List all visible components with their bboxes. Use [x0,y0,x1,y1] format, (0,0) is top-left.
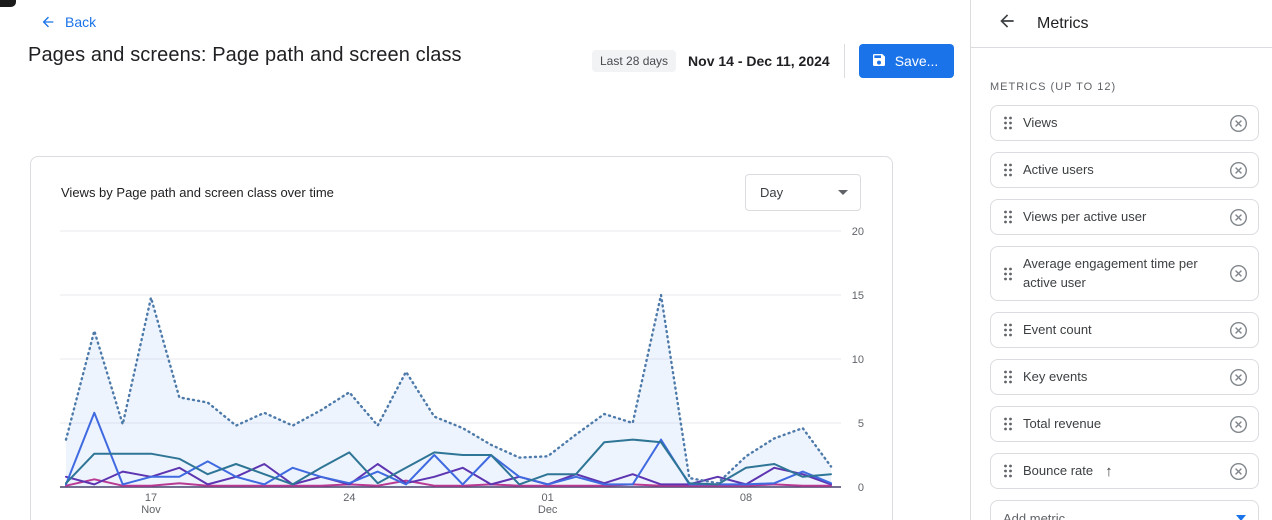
chevron-down-icon [838,190,848,195]
save-button[interactable]: Save... [858,44,955,78]
back-button[interactable]: Back [40,14,96,30]
metric-item-active-users[interactable]: Active users [990,152,1259,188]
arrow-back-icon [997,11,1017,36]
chart-line-views-total [64,293,833,485]
add-metric-dropdown[interactable]: Add metric [990,500,1259,520]
drag-handle-icon[interactable] [1003,209,1013,225]
drag-handle-icon[interactable] [1003,322,1013,338]
svg-text:5: 5 [858,418,864,430]
panel-title: Metrics [1037,14,1089,32]
metric-item-key-events[interactable]: Key events [990,359,1259,395]
metrics-section-label: METRICS (UP TO 12) [990,81,1117,93]
drag-handle-icon[interactable] [1003,115,1013,131]
save-icon [871,52,887,71]
svg-text:24: 24 [343,492,355,504]
granularity-dropdown[interactable]: Day [745,174,861,211]
svg-text:0: 0 [858,482,864,494]
svg-text:08: 08 [740,492,752,504]
chart-line-page-line-4 [65,478,832,487]
metrics-panel: Metrics METRICS (UP TO 12) Views Active … [970,0,1272,520]
screen-corner-artifact [0,0,16,7]
remove-metric-button[interactable] [1229,161,1248,180]
dropdown-arrow-icon [1236,515,1246,520]
remove-metric-button[interactable] [1229,114,1248,133]
remove-metric-button[interactable] [1229,368,1248,387]
arrow-back-icon [40,14,56,30]
metrics-panel-header: Metrics [971,0,1272,48]
back-label: Back [65,14,97,30]
metric-label: Key events [1023,368,1088,384]
metric-label: Total revenue [1023,415,1102,431]
chart-title: Views by Page path and screen class over… [61,185,334,200]
chart-card: Views by Page path and screen class over… [30,156,893,520]
metric-label: Views [1023,114,1058,130]
remove-metric-button[interactable] [1229,264,1248,283]
chart-line-page-line-1 [65,438,832,486]
metric-item-views-per-active-user[interactable]: Views per active user [990,199,1259,235]
remove-metric-button[interactable] [1229,208,1248,227]
granularity-value: Day [760,185,784,200]
header-divider [843,44,845,78]
remove-metric-button[interactable] [1229,415,1248,434]
metric-item-avg-engagement-time[interactable]: Average engagement time per active user [990,246,1259,301]
drag-handle-icon[interactable] [1003,416,1013,432]
metric-item-bounce-rate[interactable]: Bounce rate ↑ [990,453,1259,489]
sort-ascending-icon: ↑ [1105,462,1113,480]
date-preset-chip[interactable]: Last 28 days [592,50,677,72]
date-range-selector[interactable]: Nov 14 - Dec 11, 2024 [688,53,830,69]
metric-label: Active users [1023,161,1094,177]
metric-label: Average engagement time per active user [1023,256,1198,290]
metric-label: Views per active user [1023,208,1147,224]
remove-metric-button[interactable] [1229,321,1248,340]
metric-item-views[interactable]: Views [990,105,1259,141]
metric-item-total-revenue[interactable]: Total revenue [990,406,1259,442]
svg-text:20: 20 [852,226,864,238]
metric-label: Bounce rate [1023,462,1094,478]
svg-text:Nov: Nov [141,504,161,516]
panel-back-button[interactable] [997,11,1017,36]
svg-text:01: 01 [542,492,554,504]
drag-handle-icon[interactable] [1003,463,1013,479]
svg-text:10: 10 [852,354,864,366]
svg-text:Dec: Dec [538,504,558,516]
save-label: Save... [894,53,939,69]
drag-handle-icon[interactable] [1003,266,1013,282]
metric-item-event-count[interactable]: Event count [990,312,1259,348]
metric-label: Event count [1023,321,1092,337]
page-title: Pages and screens: Page path and screen … [28,44,462,66]
report-header-controls: Last 28 days Nov 14 - Dec 11, 2024 Save.… [592,43,955,79]
drag-handle-icon[interactable] [1003,162,1013,178]
add-metric-label: Add metric [1003,510,1066,520]
drag-handle-icon[interactable] [1003,369,1013,385]
svg-text:17: 17 [145,492,157,504]
metric-list: Views Active users Views per active user… [971,105,1272,520]
remove-metric-button[interactable] [1229,462,1248,481]
svg-text:15: 15 [852,290,864,302]
